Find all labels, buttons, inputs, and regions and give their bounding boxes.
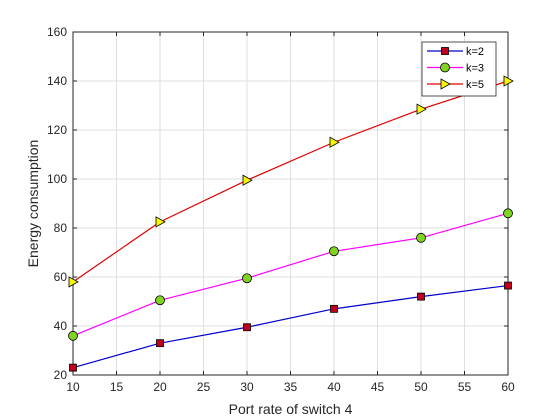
data-point-k-5 [416,103,427,115]
data-point-k-3 [416,232,426,243]
x-axis-title: Port rate of switch 4 [229,401,353,417]
ticks: 10 15 20 25 30 35 40 45 50 55 60 20 40 60 80 100 120 140 1… [47,25,515,394]
data-point-k-3 [68,330,78,341]
legend-marker-k-3 [440,62,450,73]
data-point-k-3 [503,208,513,219]
series-line-k-2 [72,284,509,369]
x-tick-label: 40 [327,380,341,394]
legend-label-k-5: k=5 [466,79,484,91]
x-tick-label: 50 [414,380,428,394]
series-k-5 [68,75,514,288]
data-point-k-5 [503,75,514,87]
legend-marker-k-5 [440,78,451,90]
y-tick-label: 40 [54,319,68,333]
data-point-k-2 [417,292,425,301]
y-tick-label: 160 [47,25,67,39]
data-point-k-5 [68,276,79,288]
data-point-k-5 [155,216,166,228]
data-point-k-3 [242,273,252,284]
series-k-2 [69,281,512,372]
x-tick-label: 15 [110,380,124,394]
data-point-k-5 [242,174,253,186]
legend-label-k-2: k=2 [466,46,484,58]
data-point-k-3 [155,295,165,306]
y-tick-label: 20 [54,368,68,382]
legend-marker-k-2 [441,47,449,55]
data-point-k-5 [329,136,340,148]
y-tick-label: 100 [47,172,67,186]
data-point-k-2 [330,304,338,313]
data-point-k-3 [329,246,339,257]
x-tick-label: 35 [284,380,298,394]
data-point-k-2 [69,363,77,372]
y-tick-label: 60 [54,270,68,284]
x-tick-label: 60 [501,380,515,394]
data-point-k-2 [504,281,512,290]
x-tick-label: 30 [240,380,254,394]
legend-box [421,41,497,97]
y-tick-label: 80 [54,221,68,235]
data-point-k-2 [156,339,164,348]
x-tick-label: 10 [66,380,80,394]
series-k-3 [68,208,513,341]
y-tick-label: 140 [47,74,67,88]
x-tick-label: 20 [153,380,167,394]
series-layer [68,75,514,372]
x-tick-label: 25 [197,380,211,394]
legend: k=2 k=3 k=5 [421,41,497,97]
series-line-k-3 [72,212,509,337]
y-tick-label: 120 [47,123,67,137]
series-line-k-5 [72,80,509,283]
legend-label-k-3: k=3 [466,63,484,75]
data-point-k-2 [243,323,251,332]
x-tick-label: 55 [458,380,472,394]
x-tick-label: 45 [371,380,385,394]
y-axis-title: Energy consumption [25,140,41,268]
